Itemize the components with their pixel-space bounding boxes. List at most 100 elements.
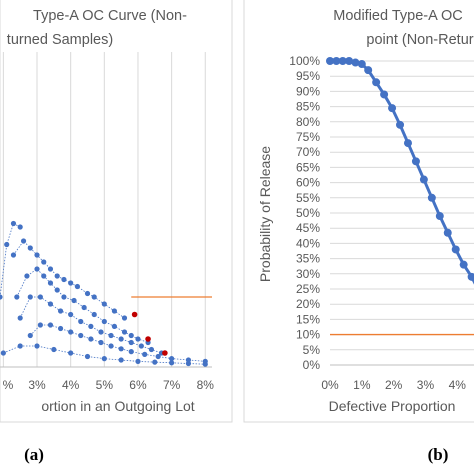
panel-b-point [459, 260, 468, 269]
panel-b-point [372, 78, 381, 87]
panel-a-point [24, 273, 30, 279]
panel-a-point [74, 283, 80, 290]
panel-b-x-tick-label: 0% [321, 378, 339, 392]
panel-b-point [380, 90, 389, 99]
panel-a-point [101, 318, 107, 325]
panel-a-point [78, 318, 84, 325]
panel-a-x-tick-labels: % 3% 4% 5% 6% 7% 8% [3, 378, 215, 392]
panel-a-series-line [0, 222, 21, 298]
panel-a-point [10, 220, 17, 227]
panel-a: Type-A OC Curve (Non- turned Samples) % 3… [0, 0, 233, 423]
panel-b-point [467, 272, 474, 281]
panel-b-y-tick-label: 90% [296, 84, 320, 98]
panel-a-point [78, 332, 84, 339]
panel-a-highlight-point [131, 311, 138, 318]
panel-a-point [101, 301, 107, 307]
panel-a-point [17, 343, 23, 349]
panel-b-y-tick-label: 35% [296, 252, 320, 266]
panel-b-point [364, 66, 373, 75]
panel-a-point [34, 252, 40, 258]
panel-a-x-tick-label: 5% [96, 378, 114, 392]
panel-a-point [121, 315, 128, 321]
panel-a-point [54, 273, 60, 279]
panel-a-point [47, 301, 54, 307]
panel-a-point [68, 311, 74, 318]
panel-a-point [27, 294, 33, 300]
panel-a-point [61, 276, 67, 283]
panel-a-point [34, 266, 40, 272]
panel-b-series-layer [326, 57, 474, 285]
panel-a-series-line [16, 268, 149, 343]
panel-a-point [155, 353, 161, 360]
panel-a-series-line [19, 296, 162, 354]
panel-a-point [47, 280, 54, 286]
panel-a-highlight-point [162, 350, 168, 356]
panel-b-y-tick-label: 60% [296, 176, 320, 190]
panel-b-point [326, 57, 334, 65]
panel-b-point [443, 228, 452, 237]
panel-a-point [17, 315, 23, 321]
panel-b-y-tick-labels: 0%5%10% 15%20%25%30%35% 40%45%50%55%60% 65%… [289, 54, 320, 372]
panel-b-x-tick-label: 2% [385, 378, 403, 392]
panel-a-point [10, 252, 17, 258]
panel-a-point [88, 323, 94, 329]
panel-b-point [345, 57, 354, 65]
panel-a-point [0, 350, 6, 356]
panel-b-y-tick-label: 95% [296, 69, 320, 83]
panel-a-point [128, 332, 134, 339]
panel-a-point [34, 343, 40, 349]
panel-a-point [27, 332, 33, 339]
panel-b-point [419, 175, 428, 184]
panel-a-point [61, 294, 67, 300]
panel-a-point [41, 273, 47, 279]
panel-a-point [101, 356, 107, 362]
panel-b-point [427, 193, 436, 202]
panel-a-point [0, 294, 3, 300]
panel-a-point [68, 280, 74, 286]
panel-a-x-tick-label: 6% [129, 378, 147, 392]
panel-a-point [152, 359, 158, 365]
panel-a-point [91, 311, 97, 318]
panel-b-gridlines [330, 60, 474, 366]
panel-a-point [57, 325, 64, 332]
panel-a-point [57, 308, 64, 314]
panel-b-point [403, 139, 412, 148]
panel-a-point [17, 224, 23, 230]
panel-a-point [68, 350, 74, 356]
panel-b-point [411, 157, 420, 166]
panel-a-point [91, 294, 97, 300]
panel-a-point [135, 336, 141, 342]
panel-a-point [185, 360, 192, 367]
panel-b-y-tick-label: 45% [296, 221, 320, 235]
panel-b-y-tick-label: 55% [296, 191, 320, 205]
panel-a-series-layer [0, 220, 208, 367]
panel-a-point [108, 332, 114, 339]
panel-a-point [88, 336, 94, 342]
panel-a-point [84, 290, 91, 297]
panel-a-point [169, 356, 175, 362]
panel-a-point [68, 329, 74, 335]
panel-a-series-line [13, 240, 125, 319]
panel-a-point [27, 245, 33, 251]
panel-b-y-tick-label: 80% [296, 115, 320, 129]
panel-b-point [388, 104, 397, 113]
panel-a-frame [0, 0, 233, 423]
panel-b: Modified Type-A OC point (Non-Retur Prob… [243, 0, 474, 423]
panel-a-point [20, 238, 27, 244]
panel-a-title-line-2: turned Samples) [7, 32, 113, 48]
panel-a-gridlines [0, 52, 212, 368]
panel-a-point [98, 329, 104, 335]
panel-b-title-line-1: Modified Type-A OC [333, 8, 463, 24]
panel-b-y-tick-label: 75% [296, 130, 320, 144]
panel-a-point [118, 336, 124, 342]
panel-b-y-tick-label: 85% [296, 100, 320, 114]
panel-a-point [148, 346, 155, 353]
panel-a-x-tick-label: 7% [163, 378, 181, 392]
panel-b-y-tick-label: 40% [296, 236, 320, 250]
panel-b-x-tick-label: 4% [449, 378, 467, 392]
panel-a-point [118, 346, 124, 352]
panel-a-x-tick-label: 4% [62, 378, 80, 392]
panel-a-point [51, 346, 57, 353]
panel-a-point [98, 339, 104, 346]
